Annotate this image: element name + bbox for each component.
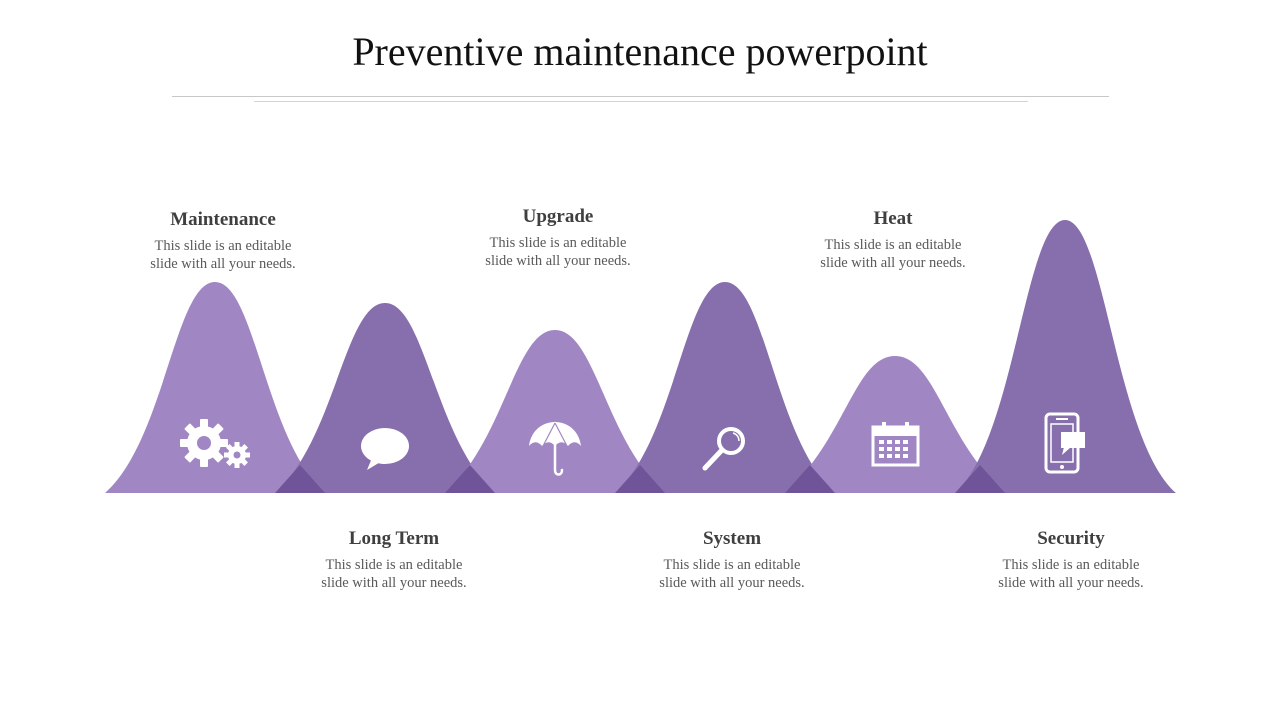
overlap-5 [955,465,1005,493]
item-heading: Heat [873,208,913,229]
item-system: System This slide is an editable slide w… [612,527,852,592]
peak-long-term [275,303,495,493]
peak-maintenance [105,282,325,493]
gears-icon [180,419,250,468]
item-security: Security This slide is an editable slide… [951,527,1191,592]
item-description: This slide is an editable slide with all… [820,237,966,271]
item-heading: Security [1037,528,1105,549]
umbrella-icon [529,421,581,476]
title-divider-top [172,96,1109,97]
item-description: This slide is an editable slide with all… [659,557,805,591]
item-long-term: Long Term This slide is an editable slid… [274,527,514,592]
overlap-3 [615,465,665,493]
peak-security [955,220,1176,493]
item-heading: Long Term [348,528,440,549]
item-heat: Heat This slide is an editable slide wit… [773,207,1013,272]
peak-upgrade [445,330,665,493]
item-heading: Upgrade [522,206,594,227]
overlap-2 [445,465,495,493]
item-upgrade: Upgrade This slide is an editable slide … [438,205,678,270]
item-maintenance: Maintenance This slide is an editable sl… [103,208,343,273]
calendar-icon [871,422,920,467]
overlap-4 [785,465,835,493]
mobile-phone-icon [1044,412,1085,474]
item-heading: Maintenance [170,209,276,230]
magnifier-icon [702,427,745,471]
peak-heat [785,356,1005,493]
overlap-1 [275,465,325,493]
item-description: This slide is an editable slide with all… [998,557,1144,591]
item-description: This slide is an editable slide with all… [150,238,296,272]
slide-title: Preventive maintenance powerpoint [352,29,928,74]
speech-bubble-icon [361,428,409,470]
item-description: This slide is an editable slide with all… [321,557,467,591]
item-description: This slide is an editable slide with all… [485,235,631,269]
item-heading: System [702,528,762,549]
title-divider-bottom [254,101,1028,102]
peak-system [615,282,835,493]
